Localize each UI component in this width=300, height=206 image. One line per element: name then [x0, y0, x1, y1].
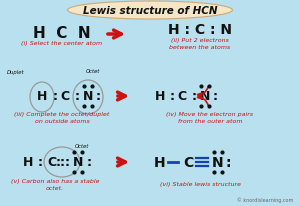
Text: C: C: [60, 90, 70, 103]
Text: N: N: [73, 156, 83, 169]
Text: (iii) Complete the octet/duplet
on outside atoms: (iii) Complete the octet/duplet on outsi…: [14, 111, 110, 123]
Text: Lewis structure of HCN: Lewis structure of HCN: [83, 6, 217, 16]
Text: N: N: [200, 90, 210, 103]
Text: (ii) Put 2 electrons
between the atoms: (ii) Put 2 electrons between the atoms: [169, 38, 231, 50]
Text: (v) Carbon also has a stable
octet.: (v) Carbon also has a stable octet.: [11, 178, 99, 190]
Text: (iv) Move the electron pairs
from the outer atom: (iv) Move the electron pairs from the ou…: [167, 111, 254, 123]
Text: :: :: [74, 90, 80, 103]
Text: H : C : N: H : C : N: [168, 23, 232, 37]
Text: N: N: [83, 90, 93, 103]
Text: :: :: [86, 156, 92, 169]
Text: :: :: [52, 90, 58, 103]
Text: N: N: [212, 155, 224, 169]
Text: :::: :::: [56, 156, 70, 169]
Text: :: :: [169, 90, 175, 103]
Text: C: C: [177, 90, 187, 103]
Text: (vi) Stable lewis structure: (vi) Stable lewis structure: [160, 182, 241, 187]
Text: H: H: [23, 156, 33, 169]
Text: :: :: [95, 90, 101, 103]
Text: :: :: [38, 156, 43, 169]
Text: H: H: [37, 90, 47, 103]
Text: :: :: [212, 90, 217, 103]
Text: H: H: [154, 155, 166, 169]
Text: © knordislearning.com: © knordislearning.com: [237, 197, 293, 202]
Text: :: :: [225, 155, 231, 169]
Text: Duplet: Duplet: [7, 70, 25, 75]
Ellipse shape: [68, 2, 232, 20]
Text: Octet: Octet: [75, 144, 89, 149]
Text: (i) Select the center atom: (i) Select the center atom: [21, 41, 103, 46]
Text: H  C  N: H C N: [33, 25, 91, 40]
Text: C: C: [47, 156, 57, 169]
Text: :: :: [191, 90, 196, 103]
Text: Octet: Octet: [86, 69, 100, 74]
Text: C: C: [183, 155, 193, 169]
Text: H: H: [155, 90, 165, 103]
